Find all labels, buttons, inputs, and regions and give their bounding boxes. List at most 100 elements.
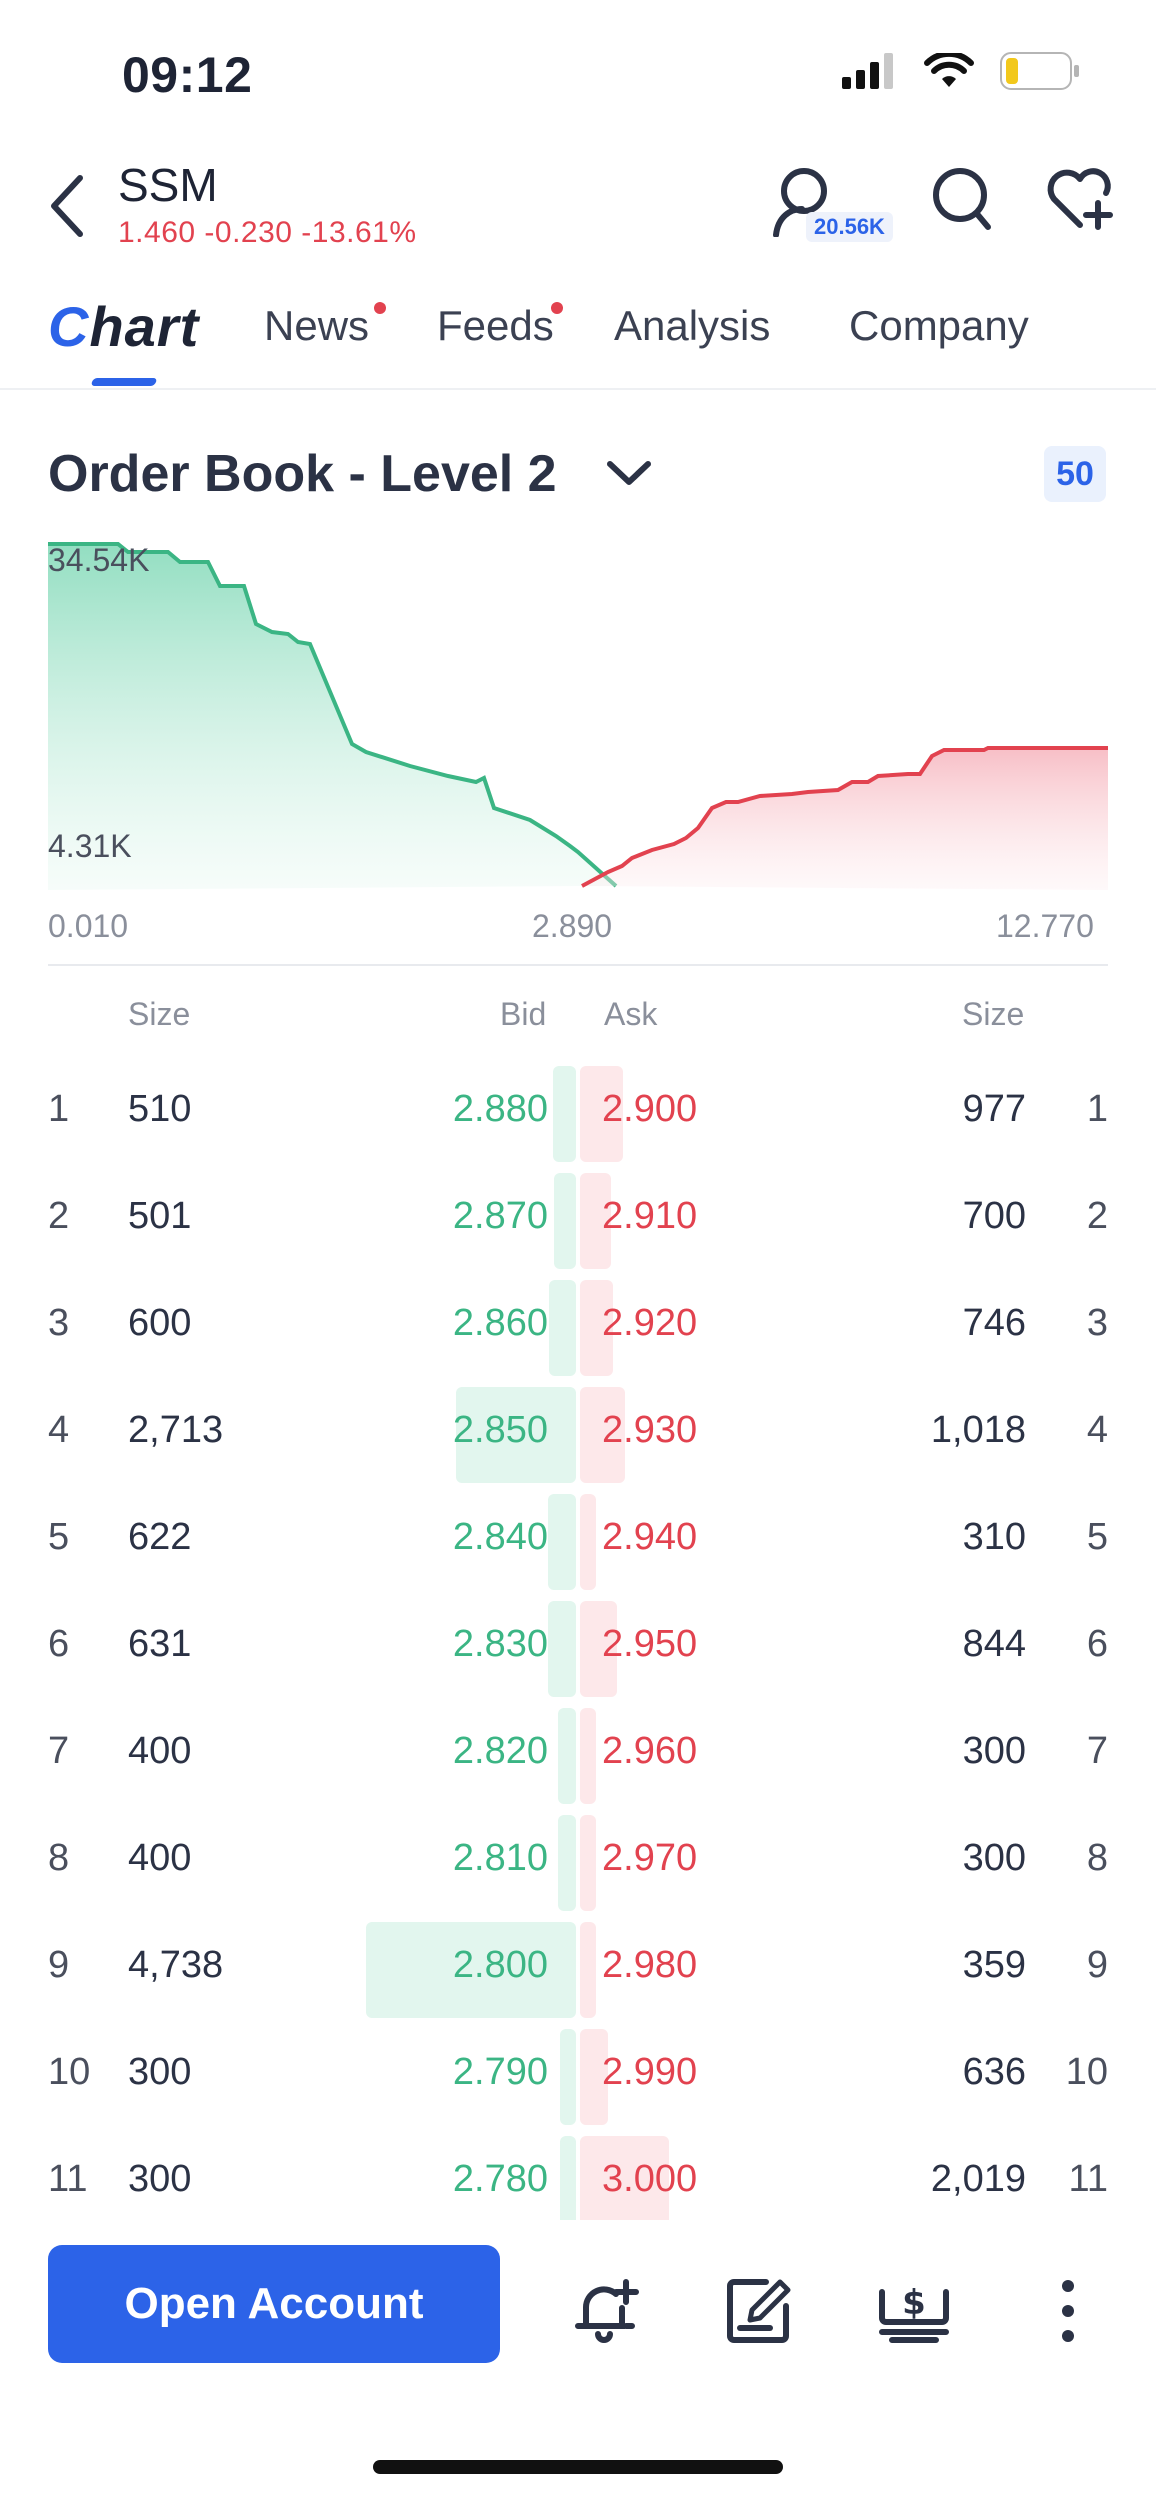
row-index-left: 9 xyxy=(48,1944,70,1986)
ask-size: 636 xyxy=(962,2051,1026,2093)
bid-depth-line xyxy=(48,542,618,888)
active-tab-indicator xyxy=(90,378,158,386)
row-index-left: 11 xyxy=(48,2158,88,2200)
ask-volume-bar xyxy=(580,1708,596,1804)
bid-size: 631 xyxy=(128,1623,192,1665)
bid-size: 2,713 xyxy=(128,1409,224,1451)
ask-price: 2.950 xyxy=(602,1623,698,1665)
chart-x-max-label: 12.770 xyxy=(996,908,1094,944)
depth-chart xyxy=(48,542,1108,890)
chevron-down-icon[interactable] xyxy=(606,458,652,488)
tab-chart[interactable]: Chart xyxy=(48,295,200,358)
bid-size: 600 xyxy=(128,1302,192,1344)
tab-feeds[interactable]: Feeds xyxy=(437,302,554,349)
trade-icon[interactable]: $ xyxy=(878,2278,950,2344)
order-book-row[interactable]: 10 300 2.790 2.990 636 10 xyxy=(0,2023,1156,2130)
ask-size: 310 xyxy=(962,1516,1026,1558)
back-button[interactable] xyxy=(42,170,98,242)
battery-icon xyxy=(1000,52,1079,90)
row-index-right: 7 xyxy=(1086,1730,1108,1772)
ask-size: 300 xyxy=(962,1837,1026,1879)
ask-size: 359 xyxy=(962,1944,1026,1986)
order-book-rows: 1 510 2.880 2.900 977 1 2 501 2.870 2.910 700 2 3 600… xyxy=(0,1060,1156,2220)
ask-volume-bar xyxy=(580,1922,596,2018)
tab-analysis[interactable]: Analysis xyxy=(614,302,771,349)
order-book-row[interactable]: 6 631 2.830 2.950 844 6 xyxy=(0,1595,1156,1702)
bid-price: 2.820 xyxy=(452,1730,548,1772)
bid-price: 2.800 xyxy=(452,1944,548,1986)
order-book-row[interactable]: 7 400 2.820 2.960 300 7 xyxy=(0,1702,1156,1809)
ask-price: 2.970 xyxy=(602,1837,698,1879)
row-index-right: 8 xyxy=(1086,1837,1108,1879)
row-index-right: 4 xyxy=(1086,1409,1108,1451)
ask-depth-area xyxy=(582,748,1108,890)
bid-size: 300 xyxy=(128,2158,192,2200)
bid-size: 400 xyxy=(128,1837,192,1879)
status-icons xyxy=(842,52,1080,90)
chart-x-mid-label: 2.890 xyxy=(532,908,613,944)
order-book-row[interactable]: 2 501 2.870 2.910 700 2 xyxy=(0,1167,1156,1274)
row-index-left: 3 xyxy=(48,1302,70,1344)
order-book-row[interactable]: 8 400 2.810 2.970 300 8 xyxy=(0,1809,1156,1916)
bid-size: 300 xyxy=(128,2051,192,2093)
bid-price: 2.840 xyxy=(452,1516,548,1558)
followers-count: 20.56K xyxy=(806,212,893,242)
ask-size: 2,019 xyxy=(930,2158,1026,2200)
ask-price: 2.960 xyxy=(602,1730,698,1772)
watchlist-add-icon[interactable] xyxy=(1046,165,1116,233)
row-index-left: 1 xyxy=(48,1088,70,1130)
order-book-row[interactable]: 1 510 2.880 2.900 977 1 xyxy=(0,1060,1156,1167)
signal-icon xyxy=(842,53,893,89)
order-book-row[interactable]: 4 2,713 2.850 2.930 1,018 4 xyxy=(0,1381,1156,1488)
chart-y-min-label: 4.31K xyxy=(48,828,132,864)
row-index-left: 7 xyxy=(48,1730,70,1772)
bid-price: 2.880 xyxy=(452,1088,548,1130)
bid-volume-bar xyxy=(560,2136,576,2220)
open-account-button[interactable]: Open Account xyxy=(48,2245,500,2363)
ask-price: 3.000 xyxy=(602,2158,698,2200)
order-book-row[interactable]: 3 600 2.860 2.920 746 3 xyxy=(0,1274,1156,1381)
tab-company[interactable]: Company xyxy=(849,302,1029,349)
price-quote: 1.460 -0.230 -13.61% xyxy=(118,216,417,249)
feeds-unread-dot xyxy=(551,302,563,314)
bid-size: 400 xyxy=(128,1730,192,1772)
bid-price: 2.790 xyxy=(452,2051,548,2093)
order-book-title[interactable]: Order Book - Level 2 xyxy=(48,445,557,503)
edit-note-icon[interactable] xyxy=(726,2278,792,2344)
depth-selector[interactable]: 50 xyxy=(1044,446,1106,502)
bid-volume-bar xyxy=(554,1173,576,1269)
status-time: 09:12 xyxy=(122,47,253,103)
tab-bar: Chart News Feeds Analysis Company xyxy=(0,290,1156,390)
price-alert-icon[interactable] xyxy=(572,2278,640,2344)
row-index-left: 8 xyxy=(48,1837,70,1879)
bid-volume-bar xyxy=(558,1815,576,1911)
row-index-right: 6 xyxy=(1086,1623,1108,1665)
ask-volume-bar xyxy=(580,2029,608,2125)
order-book-row[interactable]: 5 622 2.840 2.940 310 5 xyxy=(0,1488,1156,1595)
bid-volume-bar xyxy=(549,1280,576,1376)
divider xyxy=(48,964,1108,966)
follow-user-icon[interactable] xyxy=(770,165,840,237)
ask-price: 2.930 xyxy=(602,1409,698,1451)
row-index-left: 10 xyxy=(48,2051,91,2093)
row-index-right: 2 xyxy=(1086,1195,1108,1237)
ticker-symbol: SSM xyxy=(118,159,218,211)
more-options-icon[interactable] xyxy=(1056,2278,1080,2344)
ask-volume-bar xyxy=(580,1280,613,1376)
row-index-left: 6 xyxy=(48,1623,70,1665)
order-book-row[interactable]: 11 300 2.780 3.000 2,019 11 xyxy=(0,2130,1156,2220)
order-book-row[interactable]: 9 4,738 2.800 2.980 359 9 xyxy=(0,1916,1156,2023)
bid-volume-bar xyxy=(560,2029,576,2125)
home-indicator xyxy=(373,2460,783,2474)
col-header-ask-size: Size xyxy=(962,996,1025,1032)
bid-price: 2.830 xyxy=(452,1623,548,1665)
search-icon[interactable] xyxy=(930,165,994,233)
ask-size: 746 xyxy=(962,1302,1026,1344)
bid-price: 2.870 xyxy=(452,1195,548,1237)
row-index-left: 2 xyxy=(48,1195,70,1237)
tab-news[interactable]: News xyxy=(264,302,370,349)
svg-text:$: $ xyxy=(902,2283,926,2323)
row-index-right: 9 xyxy=(1086,1944,1108,1986)
bid-volume-bar xyxy=(456,1387,576,1483)
ask-price: 2.910 xyxy=(602,1195,698,1237)
